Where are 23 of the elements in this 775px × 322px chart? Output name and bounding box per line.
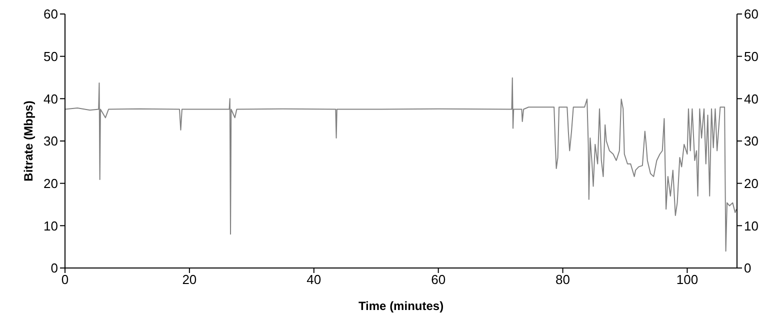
y2-tick-label: 40 <box>744 91 758 106</box>
y2-tick-label: 30 <box>744 134 758 149</box>
x-tick-label: 80 <box>556 272 570 288</box>
y2-tick-label: 20 <box>744 176 758 191</box>
y-tick-label: 10 <box>44 218 58 234</box>
y2-tick-label: 0 <box>744 260 752 276</box>
x-tick-label: 20 <box>182 272 197 288</box>
y2-tick-label: 60 <box>744 6 758 22</box>
y2-tick-label: 10 <box>744 218 758 234</box>
x-tick-label: 40 <box>306 272 322 288</box>
y-tick-label: 0 <box>50 260 58 276</box>
y-tick-label: 50 <box>44 48 58 64</box>
x-axis-title: Time (minutes) <box>358 299 444 313</box>
x-tick-label: 100 <box>676 272 698 288</box>
y-axis-title: Bitrate (Mbps) <box>21 100 36 182</box>
y-tick-label: 60 <box>44 6 58 22</box>
y-tick-label: 30 <box>44 134 58 149</box>
x-tick-label: 60 <box>431 272 446 288</box>
x-tick-label: 0 <box>61 272 69 288</box>
y-tick-label: 40 <box>44 91 58 106</box>
y-tick-label: 20 <box>44 176 58 191</box>
y2-tick-label: 50 <box>744 48 758 64</box>
line-series <box>65 77 737 252</box>
